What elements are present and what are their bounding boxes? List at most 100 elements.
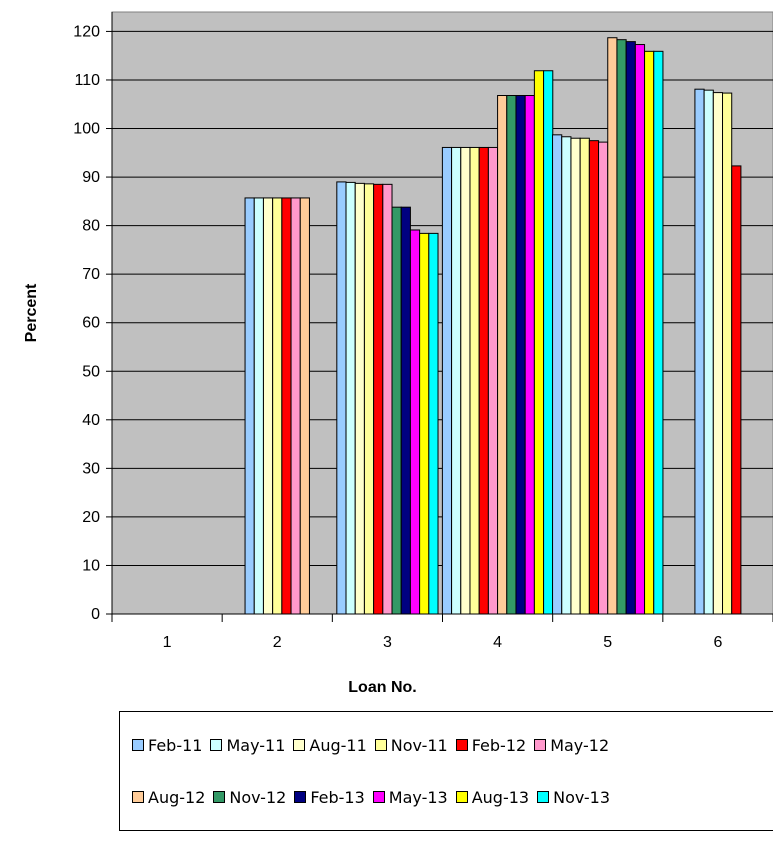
y-tick-label: 50 bbox=[82, 363, 100, 380]
bar bbox=[570, 137, 581, 615]
x-tick-label: 5 bbox=[603, 634, 612, 651]
legend-label: Feb-13 bbox=[310, 787, 365, 807]
legend-swatch bbox=[374, 739, 387, 751]
y-tick-label: 10 bbox=[82, 557, 100, 574]
y-tick-label: 100 bbox=[73, 121, 100, 138]
legend-item: May-11 bbox=[210, 736, 285, 755]
bar bbox=[579, 137, 590, 615]
bar bbox=[345, 181, 356, 615]
legend-item: Aug-12 bbox=[132, 788, 205, 807]
y-tick-label: 40 bbox=[82, 412, 100, 429]
bar bbox=[244, 197, 255, 615]
bar bbox=[253, 197, 264, 615]
legend-label: Nov-13 bbox=[553, 787, 611, 807]
bar bbox=[561, 136, 572, 615]
bar bbox=[451, 146, 462, 615]
bar bbox=[722, 92, 733, 615]
bar bbox=[363, 183, 375, 615]
legend-swatch bbox=[210, 739, 223, 751]
x-tick-label: 1 bbox=[163, 634, 172, 651]
legend-item: Nov-12 bbox=[213, 788, 286, 807]
legend-item: May-12 bbox=[534, 736, 609, 755]
bar bbox=[281, 197, 292, 615]
bar bbox=[419, 232, 430, 615]
y-tick-label: 90 bbox=[82, 169, 100, 186]
legend-swatch bbox=[293, 739, 306, 751]
legend-label: May-12 bbox=[550, 735, 610, 755]
legend-item: Aug-13 bbox=[455, 787, 530, 807]
bar bbox=[607, 37, 618, 615]
legend-item: Nov-11 bbox=[374, 735, 448, 755]
bar bbox=[299, 197, 310, 615]
legend-swatch bbox=[294, 791, 307, 803]
bar bbox=[391, 206, 402, 615]
legend-item: Feb-12 bbox=[455, 735, 527, 755]
bar bbox=[524, 95, 535, 615]
legend-row: Feb-11 May-11 Aug-11 Nov-11 Feb-12 May-12 bbox=[132, 734, 617, 756]
bar bbox=[598, 141, 609, 615]
bar bbox=[478, 146, 489, 615]
bar bbox=[731, 165, 742, 615]
bar bbox=[400, 206, 411, 615]
bar bbox=[262, 197, 274, 615]
legend-label: Feb-12 bbox=[471, 735, 527, 755]
legend-swatch bbox=[455, 739, 468, 751]
bar bbox=[653, 50, 664, 615]
bar bbox=[588, 140, 600, 615]
legend: Feb-11 May-11 Aug-11 Nov-11 Feb-12 May-12 Aug… bbox=[119, 711, 773, 831]
y-tick-label: 20 bbox=[82, 509, 100, 526]
legend-item: Aug-11 bbox=[293, 735, 367, 755]
bar bbox=[354, 182, 365, 615]
legend-swatch bbox=[213, 791, 226, 803]
bar bbox=[469, 146, 480, 615]
legend-item: Nov-13 bbox=[537, 788, 610, 807]
bar bbox=[543, 70, 554, 615]
bar bbox=[460, 146, 471, 615]
y-tick-label: 110 bbox=[74, 72, 100, 89]
bar bbox=[625, 41, 636, 615]
x-axis: 1 2 3 4 5 6 bbox=[111, 613, 773, 651]
y-tick-label: 70 bbox=[82, 266, 100, 283]
y-tick-label: 30 bbox=[82, 460, 100, 477]
legend-item: Feb-11 bbox=[132, 736, 202, 755]
bar bbox=[533, 70, 545, 615]
legend-item: May-13 bbox=[372, 787, 448, 807]
bar bbox=[441, 146, 453, 615]
bar bbox=[336, 181, 347, 615]
y-axis: 0 10 20 30 40 50 60 70 80 90 100 110 120 bbox=[73, 12, 113, 623]
y-tick-label: 80 bbox=[82, 218, 100, 235]
y-axis-title: Percent bbox=[23, 283, 40, 342]
x-axis-title: Loan No. bbox=[348, 679, 416, 696]
bar bbox=[506, 95, 517, 615]
legend-swatch bbox=[372, 791, 385, 803]
legend-swatch bbox=[132, 791, 144, 803]
bar bbox=[616, 39, 627, 615]
legend-label: Aug-13 bbox=[471, 787, 530, 807]
bar bbox=[644, 50, 655, 615]
legend-label: Feb-11 bbox=[148, 735, 203, 755]
bar bbox=[497, 95, 508, 615]
legend-row: Aug-12 Nov-12 Feb-13 May-13 Aug-13 Nov-13 bbox=[132, 786, 618, 808]
legend-swatch bbox=[534, 739, 547, 751]
x-tick-label: 4 bbox=[493, 634, 502, 651]
legend-swatch bbox=[537, 791, 550, 803]
bar bbox=[703, 89, 714, 615]
legend-swatch bbox=[132, 739, 144, 751]
bar bbox=[382, 183, 393, 615]
x-tick-label: 6 bbox=[713, 634, 722, 651]
bars bbox=[244, 37, 742, 615]
bar bbox=[428, 232, 439, 615]
legend-label: Nov-11 bbox=[390, 735, 448, 755]
legend-label: May-13 bbox=[388, 787, 448, 807]
bar bbox=[552, 134, 563, 615]
bar bbox=[290, 197, 301, 615]
legend-label: Aug-11 bbox=[309, 735, 367, 755]
bar bbox=[515, 95, 526, 615]
legend-label: Aug-12 bbox=[148, 787, 206, 807]
bar bbox=[694, 88, 705, 615]
y-tick-label: 120 bbox=[73, 23, 100, 40]
bar bbox=[373, 183, 384, 615]
bar bbox=[487, 146, 499, 615]
bar bbox=[634, 44, 646, 615]
